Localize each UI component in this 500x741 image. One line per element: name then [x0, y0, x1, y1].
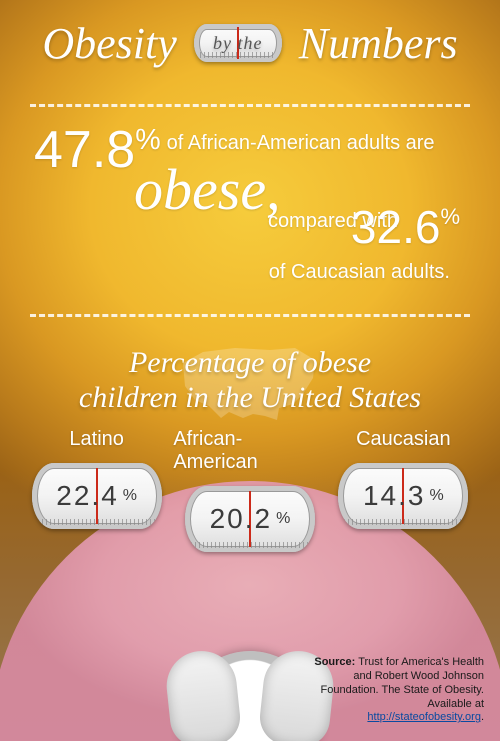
feet-scale-illustration [160, 651, 340, 741]
main-title: Obesity by the Numbers [0, 22, 500, 66]
divider-2 [30, 314, 470, 317]
children-stats-row: Latino 22.4% African-American 20.2% Cauc [20, 428, 480, 552]
child-label: African-American [173, 428, 326, 474]
child-stat-african-american: African-American 20.2% [173, 428, 326, 552]
stat-tail: of Caucasian adults. [34, 261, 470, 284]
title-scale-badge: by the [194, 24, 282, 62]
scale-readout: 20.2% [185, 486, 315, 552]
title-scale-text: by the [213, 34, 262, 52]
child-label: Latino [69, 428, 124, 451]
adult-obesity-stat: 47.8% of African-American adults are obe… [34, 128, 470, 284]
children-section-title: Percentage of obese children in the Unit… [0, 346, 500, 415]
stat-line-1: of African-American adults are [167, 128, 435, 155]
stat-value-2: 32.6% [351, 208, 460, 247]
title-part-1: Obesity [42, 19, 176, 68]
divider-1 [30, 104, 470, 107]
source-citation: Source: Trust for America's Health and R… [314, 656, 484, 725]
scale-readout: 22.4% [32, 463, 162, 529]
child-stat-caucasian: Caucasian 14.3% [327, 428, 480, 552]
source-label: Source: [314, 656, 355, 668]
child-label: Caucasian [356, 428, 451, 451]
scale-readout: 14.3% [338, 463, 468, 529]
source-link[interactable]: http://stateofobesity.org [367, 711, 481, 723]
title-part-2: Numbers [299, 19, 458, 68]
child-stat-latino: Latino 22.4% [20, 428, 173, 552]
